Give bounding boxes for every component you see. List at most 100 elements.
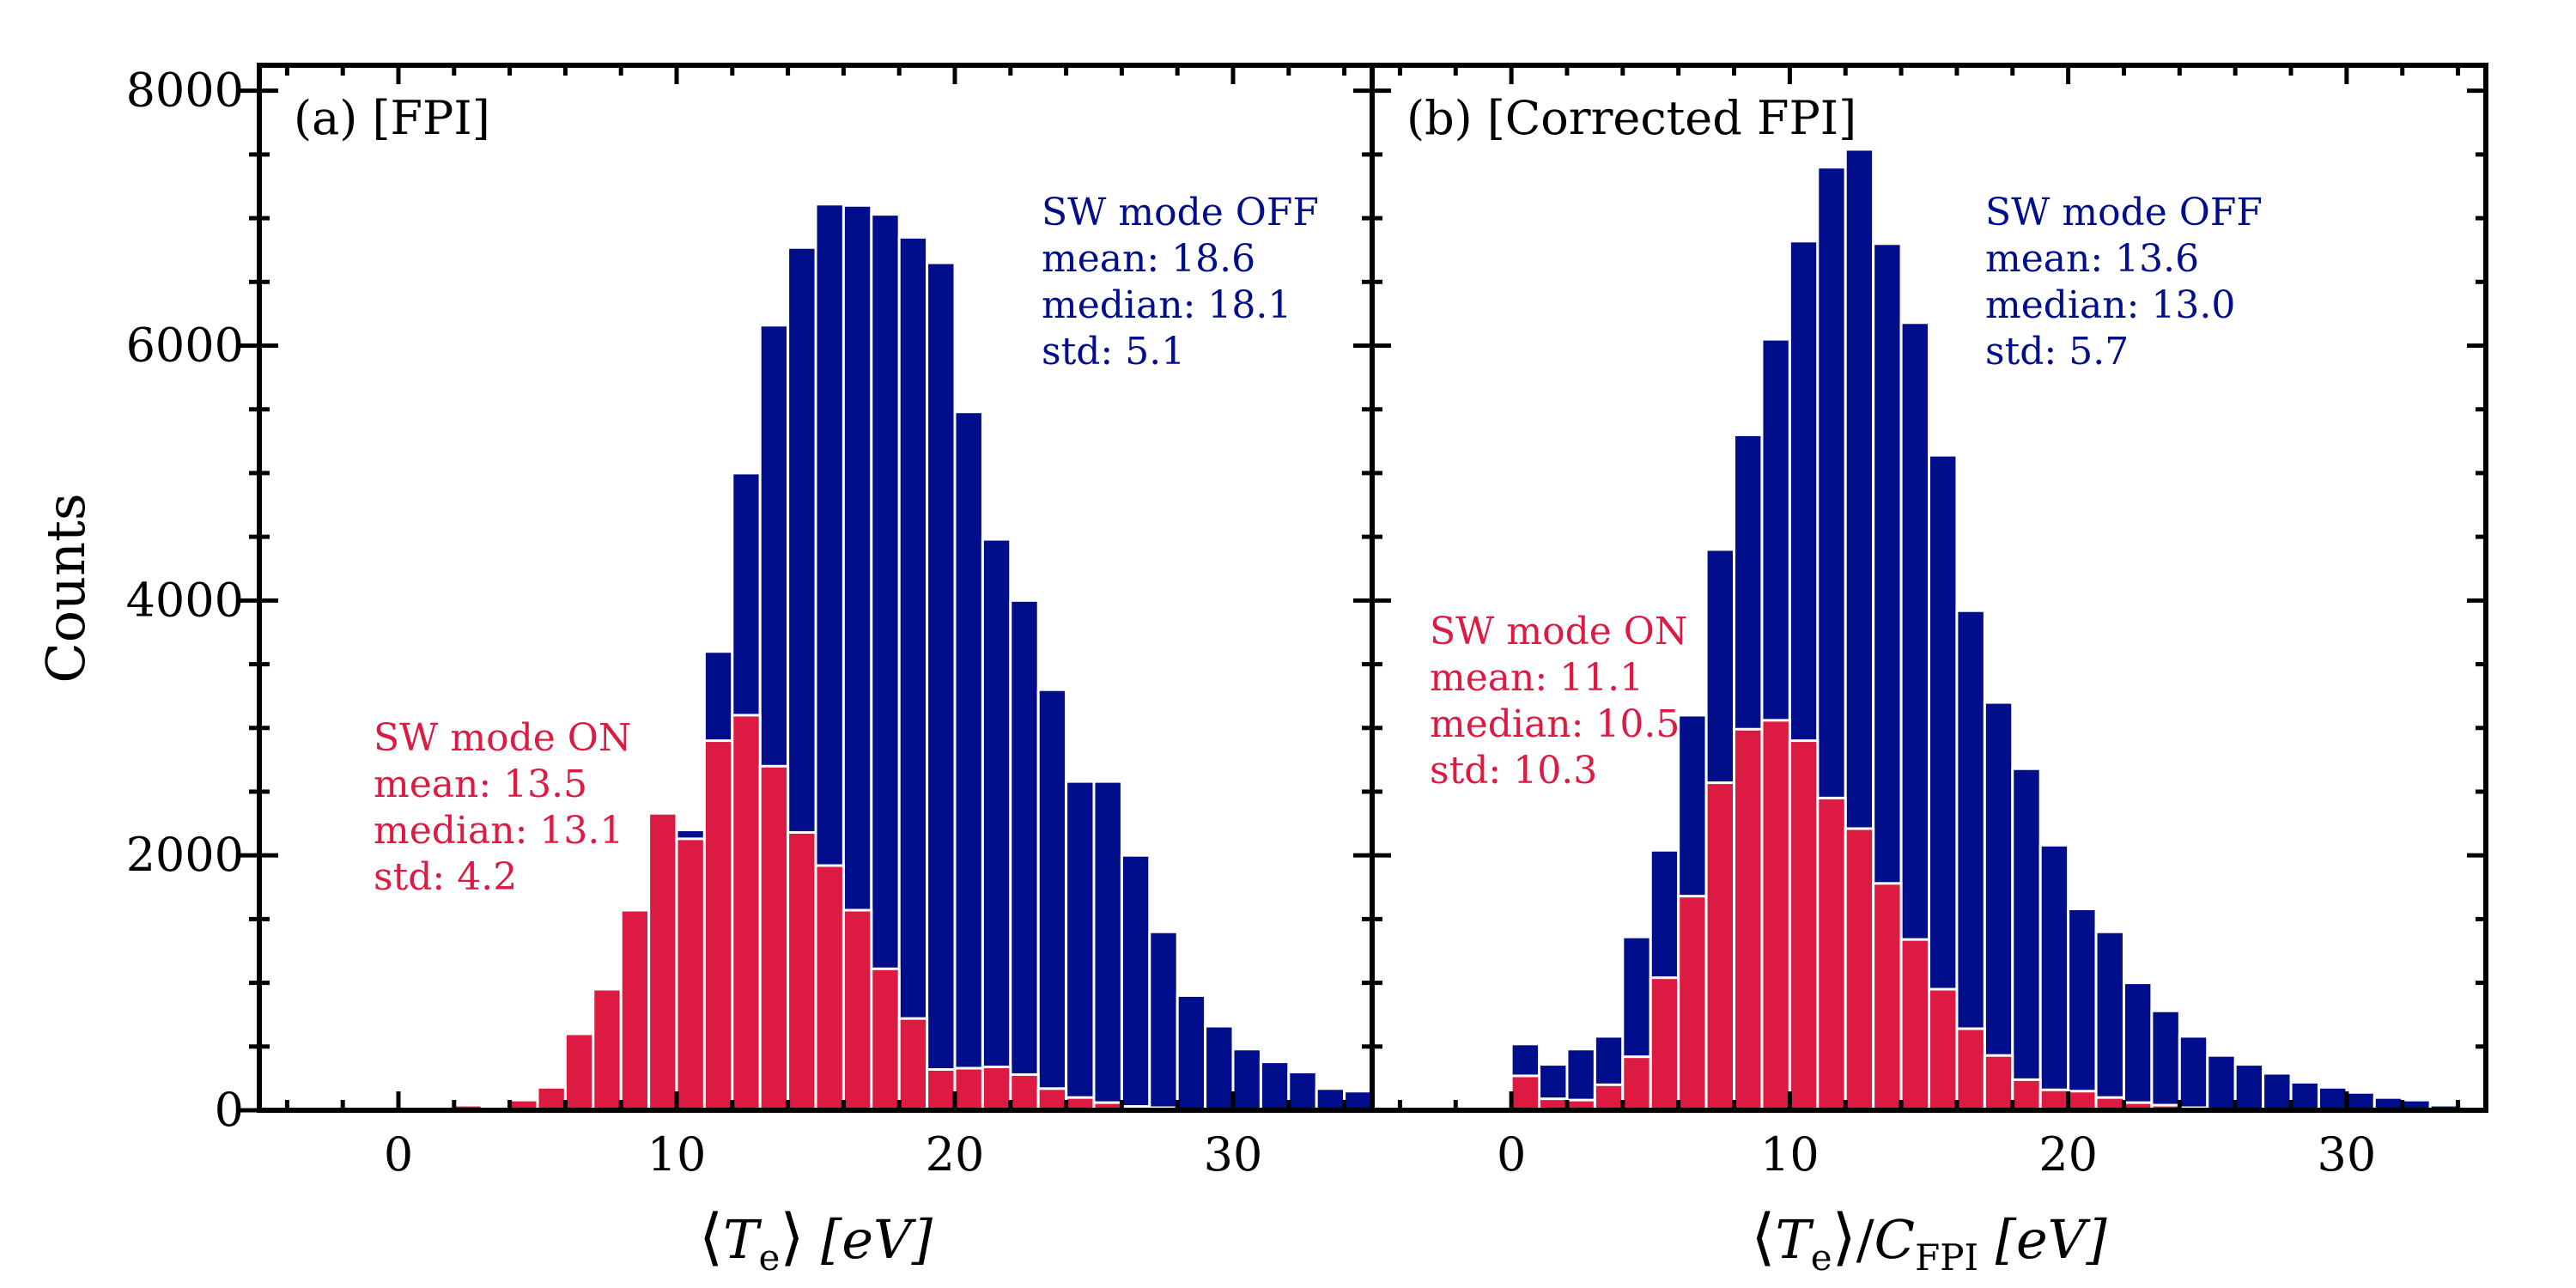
panel-a-bar-off [1036, 688, 1068, 1110]
panel-a-label: (a) [FPI] [294, 91, 490, 145]
panel-b-annotation-off: std: 5.7 [1985, 330, 2129, 374]
panel-b-bars [1510, 148, 2460, 1110]
panel-a-annotation-on: mean: 13.5 [374, 762, 587, 806]
panel-a-annotation-off: SW mode OFF [1042, 191, 1319, 234]
panel-a-bar-off [981, 538, 1012, 1110]
panel-a-bar-off [1065, 780, 1096, 1110]
panel-b-label: (b) [Corrected FPI] [1406, 91, 1856, 145]
panel-a-bar-on [563, 1032, 595, 1110]
panel-a-bar-off [870, 213, 901, 1110]
y-tick-label: 6000 [126, 319, 244, 373]
panel-b-bar-off [2150, 1009, 2181, 1110]
panel-b-bar-off [2094, 930, 2125, 1110]
panel-a-annotation-off: mean: 18.6 [1042, 237, 1255, 281]
panel-b-bar-off [2038, 843, 2070, 1110]
panel-a-annotation-off: median: 18.1 [1042, 283, 1291, 327]
panel-a-bar-on [841, 908, 873, 1110]
panel-a-bar-off [953, 410, 984, 1110]
panel-a-bar-off [1343, 1090, 1372, 1110]
panel-b-bar-off [2011, 767, 2042, 1110]
panel-b-bar-on [1928, 987, 1959, 1110]
panel-a-bar-off [1204, 1024, 1235, 1110]
y-tick-label: 8000 [126, 64, 244, 118]
panel-b-bar-on [1844, 827, 1875, 1110]
panel-a-bar-off [1148, 930, 1179, 1110]
panel-a-bar-on [1036, 1087, 1068, 1110]
panel-a-bar-on [731, 714, 762, 1110]
panel-b-bar-on [1983, 1054, 2014, 1110]
xlabel-open-bracket: ⟨ [1751, 1200, 1775, 1273]
panel-b-bar-on [1593, 1083, 1625, 1110]
y-tick-label: 0 [215, 1083, 244, 1137]
panel-b-annotation-on: median: 10.5 [1430, 702, 1680, 746]
panel-b-annotation-on: mean: 11.1 [1430, 656, 1643, 700]
panel-b-bar-off [2233, 1063, 2265, 1110]
panel-a-annotation-on: median: 13.1 [374, 809, 623, 853]
panel-b-bar-off [2289, 1080, 2320, 1110]
panel-a-bar-on [536, 1085, 567, 1110]
panel-b-frame [1370, 63, 2488, 1113]
panel-a-annotation-on: std: 4.2 [374, 855, 517, 899]
panel-b-bar-off [2262, 1072, 2293, 1110]
xlabel-subscript-2: FPI [1915, 1236, 1978, 1279]
panel-b-bar-on [1677, 895, 1708, 1110]
panel-b-bar-on [1816, 796, 1847, 1110]
panel-a-bar-off [926, 261, 957, 1110]
panel-a-bar-off [1176, 993, 1207, 1110]
panel-b-ticks [1372, 65, 2486, 1113]
panel-b-annotation-off: mean: 13.6 [1985, 237, 2199, 281]
panel-a-bar-off [1315, 1087, 1346, 1110]
xlabel-open-bracket: ⟨ [699, 1200, 723, 1273]
panel-a-bar-on [1009, 1072, 1040, 1110]
panel-a: 0 10 20 30 0 2000 4000 6000 8000 (a) [FPI] ⟨Te⟩ [e… [126, 63, 1375, 1279]
panel-a-bar-off [1120, 854, 1151, 1110]
panel-a-bar-on [981, 1066, 1012, 1110]
xlabel-subscript: e [758, 1236, 780, 1279]
panel-a-bar-on [619, 908, 651, 1110]
panel-b-x-axis-label: ⟨Te⟩/CFPI [eV] [1751, 1200, 2107, 1279]
panel-b-bar-on [1788, 739, 1820, 1110]
panel-a-bar-off [897, 235, 929, 1110]
xlabel-slash: / [1856, 1208, 1874, 1271]
panel-b-annotation-off: SW mode OFF [1985, 191, 2263, 234]
y-axis-label: Counts [34, 493, 97, 683]
panel-a-bar-off [1009, 598, 1040, 1110]
panel-a-bar-on [758, 764, 790, 1110]
xlabel-subscript: e [1811, 1236, 1832, 1279]
panel-a-annotation-on: SW mode ON [374, 716, 631, 760]
x-tick-label: 20 [2038, 1127, 2098, 1182]
panel-b-bar-off [2317, 1085, 2348, 1110]
panel-a-annotation-off: std: 5.1 [1042, 330, 1185, 374]
panel-a-bar-on [814, 864, 845, 1110]
panel-a-bar-on [926, 1068, 957, 1110]
panel-b-bar-on [2067, 1090, 2098, 1110]
panel-b-bar-off [2122, 981, 2154, 1110]
panel-b-bar-off [1983, 701, 2014, 1110]
panel-b-annotation-on: std: 10.3 [1430, 749, 1597, 793]
panel-a-bar-on [897, 1017, 929, 1110]
xlabel-variable: T [723, 1208, 762, 1271]
panel-a-bar-on [647, 811, 678, 1110]
panel-a-bar-on [870, 967, 901, 1110]
panel-b-bar-off [2178, 1035, 2209, 1110]
panel-a-bar-on [702, 739, 734, 1110]
panel-b-bar-on [1733, 727, 1764, 1110]
panel-b-bar-off [2067, 908, 2098, 1110]
x-tick-label: 10 [1760, 1127, 1820, 1182]
panel-b-bar-on [1704, 781, 1736, 1110]
panel-b-bar-off [2206, 1054, 2237, 1110]
panel-b-bar-on [2038, 1088, 2070, 1110]
x-tick-label: 0 [384, 1127, 413, 1182]
panel-b-annotation-on: SW mode ON [1430, 610, 1687, 653]
x-tick-label: 0 [1497, 1127, 1526, 1182]
y-tick-label: 4000 [126, 573, 244, 627]
panel-a-x-axis-label: ⟨Te⟩ [eV] [699, 1200, 933, 1279]
panel-a-bar-off [1259, 1060, 1291, 1110]
panel-a-bar-off [1092, 780, 1123, 1110]
x-tick-label: 20 [926, 1127, 985, 1182]
panel-a-bar-on [592, 987, 623, 1110]
panel-b-bar-off [2345, 1091, 2376, 1110]
x-tick-label: 30 [2318, 1127, 2377, 1182]
